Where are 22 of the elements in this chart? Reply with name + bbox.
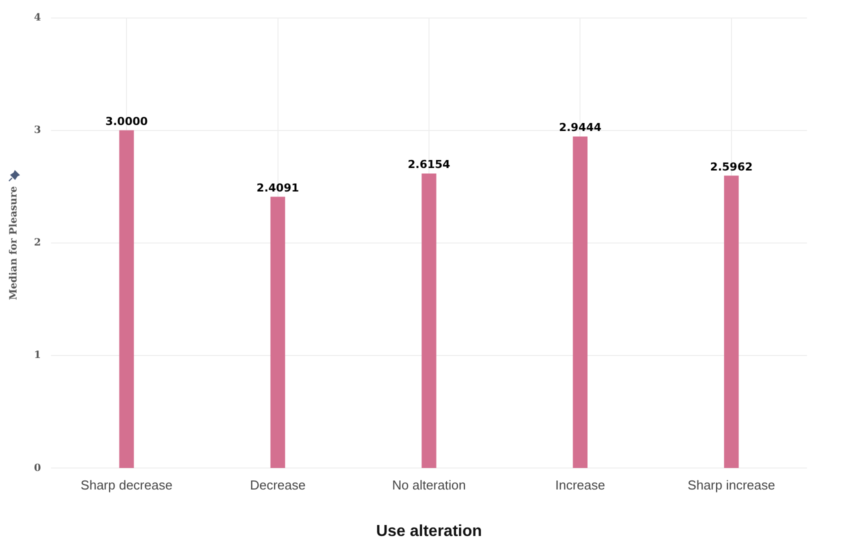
data-label: 2.9444 <box>558 121 602 134</box>
x-tick-label: Sharp decrease <box>80 478 172 493</box>
y-tick-label: 4 <box>34 12 41 24</box>
x-axis-title: Use alteration <box>376 522 482 540</box>
y-tick-label: 3 <box>34 125 41 136</box>
bar <box>270 196 286 468</box>
x-tick-label: No alteration <box>392 478 466 493</box>
y-tick-label: 0 <box>34 462 41 474</box>
data-label: 2.4091 <box>256 181 299 194</box>
y-axis-title: Median for Pleasure <box>8 186 20 300</box>
y-tick-label: 1 <box>34 350 41 362</box>
x-tick-label: Sharp increase <box>688 478 776 493</box>
x-tick-label: Increase <box>555 478 606 493</box>
data-label: 2.5962 <box>710 160 753 174</box>
bar <box>724 176 739 468</box>
y-tick-label: 2 <box>34 238 41 249</box>
data-label: 2.6154 <box>408 158 451 172</box>
bar <box>572 136 588 468</box>
bar <box>422 174 436 468</box>
data-label: 3.0000 <box>105 114 148 128</box>
bar <box>119 130 134 468</box>
x-tick-label: Decrease <box>250 478 306 493</box>
